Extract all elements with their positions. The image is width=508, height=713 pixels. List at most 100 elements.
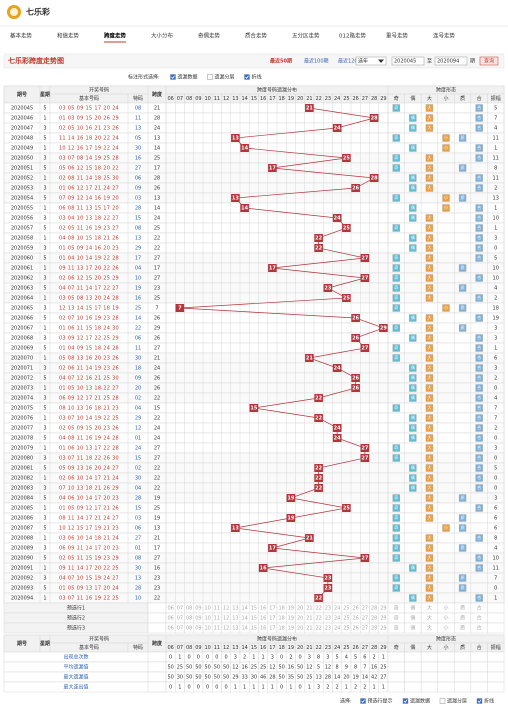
preselect-option[interactable]: 26 (352, 626, 358, 632)
nav-tab[interactable]: 奇偶走势 (198, 32, 221, 40)
preselect-option[interactable]: 小 (443, 625, 448, 632)
preselect-option[interactable]: 17 (269, 616, 275, 622)
nav-tab[interactable]: 连号走势 (433, 32, 456, 40)
preselect-option[interactable]: 29 (380, 626, 386, 632)
preselect-option[interactable]: 09 (195, 616, 201, 622)
preselect-option[interactable]: 14 (241, 616, 247, 622)
preselect-option[interactable]: 29 (380, 616, 386, 622)
preselect-option[interactable]: 24 (334, 626, 340, 632)
preselect-option[interactable]: 10 (204, 616, 210, 622)
nav-tab[interactable]: 重号走势 (386, 32, 409, 40)
preselect-option[interactable]: 大 (427, 605, 432, 612)
preselect-option[interactable]: 17 (269, 626, 275, 632)
preselect-option[interactable]: 08 (186, 616, 192, 622)
preselect-option[interactable]: 25 (343, 626, 349, 632)
preselect-option[interactable]: 21 (306, 626, 312, 632)
preselect-option[interactable]: 20 (297, 616, 303, 622)
preselect-option[interactable]: 12 (223, 616, 229, 622)
checkbox[interactable] (244, 74, 250, 80)
preselect-option[interactable]: 18 (278, 626, 284, 632)
preselect-option[interactable]: 19 (288, 626, 294, 632)
preselect-option[interactable]: 14 (241, 606, 247, 612)
query-button[interactable] (479, 56, 499, 66)
preselect-option[interactable]: 合 (477, 615, 482, 622)
preselect-option[interactable]: 奇 (394, 615, 399, 622)
preselect-option[interactable]: 20 (297, 606, 303, 612)
preselect-option[interactable]: 21 (306, 616, 312, 622)
from-input[interactable] (391, 56, 425, 66)
preselect-option[interactable]: 29 (380, 606, 386, 612)
nav-tab[interactable]: 和值走势 (57, 32, 80, 40)
preselect-option[interactable]: 23 (325, 606, 331, 612)
checkbox[interactable] (207, 74, 213, 80)
preselect-option[interactable]: 11 (214, 616, 220, 622)
to-input[interactable] (434, 56, 468, 66)
preselect-option[interactable]: 24 (334, 606, 340, 612)
preselect-option[interactable]: 18 (278, 606, 284, 612)
preselect-option[interactable]: 10 (204, 626, 210, 632)
preselect-option[interactable]: 偶 (410, 605, 415, 612)
preselect-option[interactable]: 合 (477, 625, 482, 632)
checkbox[interactable] (439, 698, 446, 704)
preselect-option[interactable]: 27 (362, 626, 368, 632)
preselect-option[interactable]: 24 (334, 616, 340, 622)
preselect-option[interactable]: 07 (177, 616, 183, 622)
preselect-option[interactable]: 偶 (410, 615, 415, 622)
preselect-option[interactable]: 19 (288, 616, 294, 622)
preselect-option[interactable]: 偶 (410, 625, 415, 632)
preselect-option[interactable]: 16 (260, 626, 266, 632)
preselect-option[interactable]: 09 (195, 626, 201, 632)
preselect-option[interactable]: 22 (315, 626, 321, 632)
preselect-option[interactable]: 15 (251, 606, 257, 612)
preselect-option[interactable]: 27 (362, 606, 368, 612)
preselect-option[interactable]: 17 (269, 606, 275, 612)
preselect-option[interactable]: 08 (186, 606, 192, 612)
preselect-option[interactable]: 08 (186, 626, 192, 632)
preselect-option[interactable]: 奇 (394, 605, 399, 612)
preselect-option[interactable]: 10 (204, 606, 210, 612)
preselect-option[interactable]: 06 (167, 616, 173, 622)
preselect-option[interactable]: 16 (260, 616, 266, 622)
preselect-option[interactable]: 15 (251, 616, 257, 622)
year-select[interactable] (355, 56, 387, 66)
preselect-option[interactable]: 合 (477, 605, 482, 612)
preselect-option[interactable]: 28 (371, 616, 377, 622)
preselect-option[interactable]: 奇 (394, 625, 399, 632)
preselect-option[interactable]: 13 (232, 616, 238, 622)
nav-tab[interactable]: 基本走势 (10, 32, 33, 40)
nav-tab[interactable]: 五分区走势 (292, 32, 320, 40)
preselect-option[interactable]: 12 (223, 626, 229, 632)
preselect-option[interactable]: 09 (195, 606, 201, 612)
recent-link[interactable]: 最近100期 (304, 58, 329, 65)
checkbox[interactable] (476, 698, 483, 704)
preselect-option[interactable]: 25 (343, 606, 349, 612)
preselect-option[interactable]: 大 (427, 615, 432, 622)
preselect-option[interactable]: 小 (443, 615, 448, 622)
recent-link[interactable]: 最近50期 (270, 58, 292, 65)
preselect-option[interactable]: 23 (325, 616, 331, 622)
preselect-option[interactable]: 06 (167, 606, 173, 612)
preselect-option[interactable]: 18 (278, 616, 284, 622)
preselect-option[interactable]: 27 (362, 616, 368, 622)
preselect-option[interactable]: 13 (232, 606, 238, 612)
preselect-option[interactable]: 19 (288, 606, 294, 612)
preselect-option[interactable]: 11 (214, 626, 220, 632)
preselect-option[interactable]: 26 (352, 606, 358, 612)
preselect-option[interactable]: 25 (343, 616, 349, 622)
preselect-option[interactable]: 28 (371, 606, 377, 612)
preselect-option[interactable]: 16 (260, 606, 266, 612)
preselect-option[interactable]: 13 (232, 626, 238, 632)
preselect-option[interactable]: 22 (315, 616, 321, 622)
preselect-option[interactable]: 07 (177, 606, 183, 612)
preselect-option[interactable]: 大 (427, 625, 432, 632)
preselect-option[interactable]: 11 (214, 606, 220, 612)
preselect-option[interactable]: 质 (460, 605, 465, 612)
nav-tab[interactable]: 012路走势 (339, 32, 366, 40)
preselect-option[interactable]: 12 (223, 606, 229, 612)
preselect-option[interactable]: 20 (297, 626, 303, 632)
nav-tab[interactable]: 质合走势 (245, 32, 268, 40)
preselect-option[interactable]: 质 (460, 615, 465, 622)
recent-link[interactable]: 最近120期 (338, 58, 363, 65)
preselect-option[interactable]: 07 (177, 626, 183, 632)
preselect-option[interactable]: 14 (241, 626, 247, 632)
